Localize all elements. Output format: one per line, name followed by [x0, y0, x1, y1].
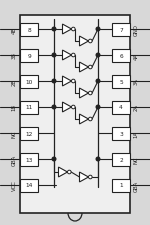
Text: 2: 2	[119, 157, 123, 162]
Polygon shape	[63, 51, 72, 61]
Bar	[20, 101, 38, 114]
Text: 4: 4	[119, 105, 123, 110]
Polygon shape	[80, 63, 88, 73]
Circle shape	[88, 176, 92, 179]
Bar	[112, 49, 130, 62]
Circle shape	[88, 118, 92, 121]
Text: NC: NC	[134, 155, 138, 163]
Polygon shape	[58, 167, 68, 177]
Text: 14: 14	[25, 183, 33, 188]
Text: 1: 1	[119, 183, 123, 188]
Text: 7: 7	[119, 27, 123, 32]
Bar	[20, 127, 38, 140]
Bar	[112, 179, 130, 192]
Bar	[112, 127, 130, 140]
Text: 4B: 4B	[12, 26, 16, 33]
Bar	[112, 23, 130, 36]
Circle shape	[88, 92, 92, 95]
Circle shape	[96, 80, 100, 83]
Bar	[20, 179, 38, 192]
Circle shape	[88, 40, 92, 44]
Polygon shape	[80, 115, 88, 124]
Circle shape	[52, 106, 56, 109]
Text: 3: 3	[119, 131, 123, 136]
Text: 6: 6	[119, 53, 123, 58]
Text: 10: 10	[25, 79, 33, 84]
Polygon shape	[63, 103, 72, 112]
Text: 1B: 1B	[12, 104, 16, 111]
Bar	[112, 153, 130, 166]
Bar	[112, 75, 130, 88]
Bar	[20, 16, 130, 213]
Circle shape	[96, 158, 100, 161]
Circle shape	[52, 28, 56, 32]
Text: 1A: 1A	[134, 130, 138, 137]
Polygon shape	[80, 172, 88, 182]
Bar	[20, 23, 38, 36]
Polygon shape	[63, 77, 72, 87]
Circle shape	[96, 28, 100, 32]
Text: GBA: GBA	[134, 180, 138, 191]
Polygon shape	[80, 89, 88, 99]
Circle shape	[72, 106, 75, 109]
Bar	[20, 49, 38, 62]
Text: GND: GND	[134, 24, 138, 36]
Text: 9: 9	[27, 53, 31, 58]
Bar	[112, 101, 130, 114]
Circle shape	[96, 54, 100, 58]
Text: 13: 13	[25, 157, 33, 162]
Text: 3A: 3A	[134, 78, 138, 85]
Circle shape	[68, 171, 71, 174]
Text: 2B: 2B	[12, 78, 16, 85]
Circle shape	[52, 158, 56, 161]
Bar	[20, 75, 38, 88]
Circle shape	[96, 106, 100, 109]
Text: VCC: VCC	[12, 180, 16, 191]
Text: 8: 8	[27, 27, 31, 32]
Circle shape	[52, 80, 56, 83]
Bar	[20, 153, 38, 166]
Circle shape	[72, 28, 75, 32]
Circle shape	[72, 54, 75, 58]
Text: NC: NC	[12, 130, 16, 137]
Text: 4A: 4A	[134, 52, 138, 59]
Polygon shape	[80, 37, 88, 47]
Text: 12: 12	[25, 131, 33, 136]
Text: GBA: GBA	[12, 154, 16, 165]
Circle shape	[72, 80, 75, 83]
Polygon shape	[63, 25, 72, 35]
Circle shape	[88, 66, 92, 70]
Circle shape	[52, 54, 56, 58]
Text: 5: 5	[119, 79, 123, 84]
Text: 3B: 3B	[12, 52, 16, 59]
Text: 2A: 2A	[134, 104, 138, 111]
Text: 11: 11	[25, 105, 33, 110]
